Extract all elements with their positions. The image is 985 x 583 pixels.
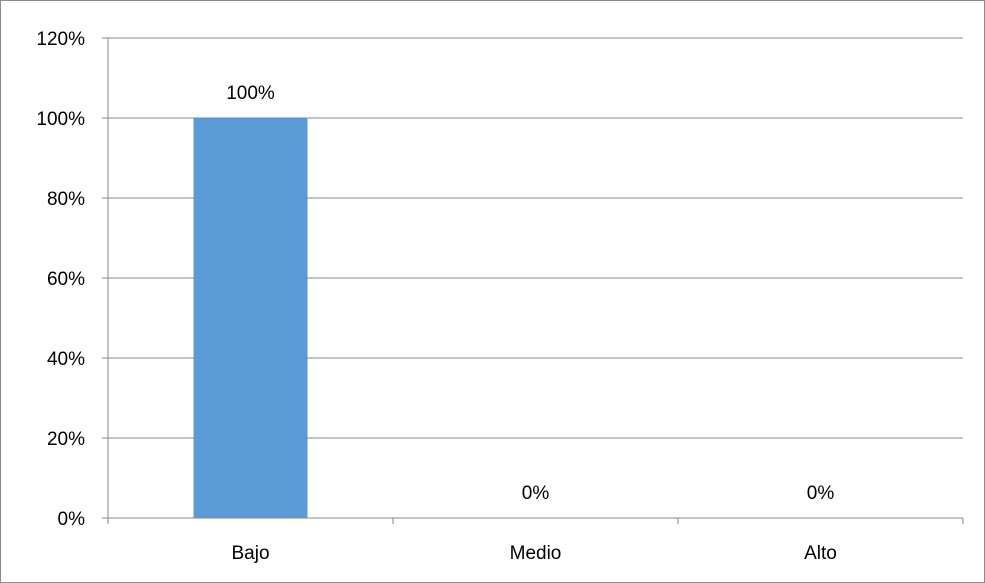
y-tick-label: 40%: [47, 349, 85, 370]
y-tick-label: 20%: [47, 429, 85, 450]
x-tick-label: Medio: [510, 543, 562, 564]
bars: [193, 118, 308, 518]
x-tick-label: Bajo: [231, 543, 269, 564]
y-tick-label: 100%: [36, 109, 85, 130]
bar-bajo: [193, 118, 308, 518]
data-label: 0%: [807, 483, 835, 504]
y-tick-label: 80%: [47, 189, 85, 210]
y-tick-label: 0%: [58, 509, 86, 530]
x-tick-label: Alto: [804, 543, 837, 564]
axes: [102, 37, 964, 524]
y-tick-label: 120%: [36, 29, 85, 50]
y-tick-label: 60%: [47, 269, 85, 290]
y-axis-tick-labels: 0% 20% 40% 60% 80% 100% 120%: [36, 29, 85, 530]
x-axis-tick-labels: Bajo Medio Alto: [231, 543, 836, 564]
data-label: 0%: [522, 483, 550, 504]
data-labels: 100% 0% 0%: [226, 83, 834, 504]
data-label: 100%: [226, 83, 275, 104]
